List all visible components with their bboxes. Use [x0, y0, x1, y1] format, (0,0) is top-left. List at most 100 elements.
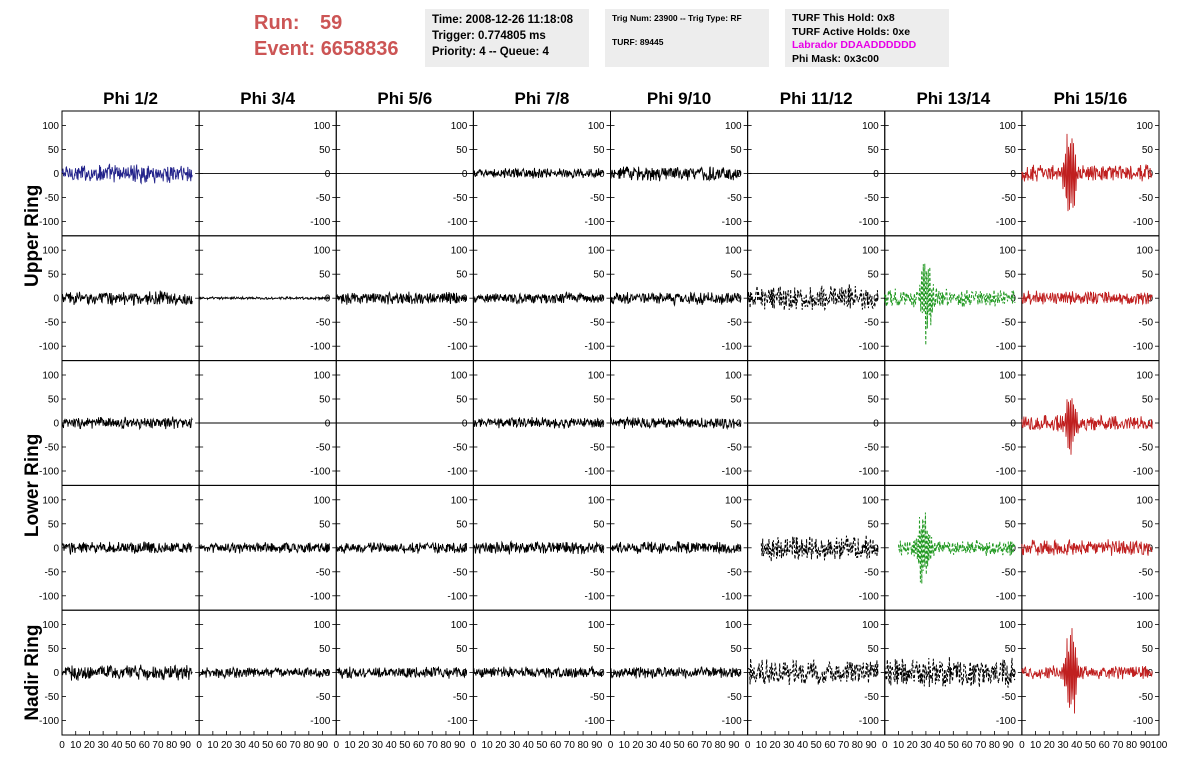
- y-tick-label: 50: [731, 145, 743, 156]
- x-tick-label: 40: [797, 740, 809, 751]
- waveform-line: [199, 542, 330, 554]
- y-tick-label: 50: [1142, 644, 1154, 655]
- y-tick-label: -50: [316, 567, 331, 578]
- y-tick-label: 50: [1005, 395, 1017, 406]
- y-tick-label: 100: [862, 371, 879, 382]
- waveform-line: [61, 290, 193, 307]
- y-tick-label: -50: [727, 443, 742, 454]
- y-tick-label: 0: [736, 294, 742, 305]
- x-tick-label: 40: [523, 740, 535, 751]
- y-tick-label: -100: [1133, 342, 1153, 353]
- y-tick-label: 100: [862, 246, 879, 257]
- y-tick-label: -50: [1001, 692, 1016, 703]
- y-tick-label: 0: [873, 169, 879, 180]
- x-tick-label: 60: [1099, 740, 1111, 751]
- y-tick-label: 100: [314, 371, 331, 382]
- y-tick-label: -100: [859, 591, 879, 602]
- y-tick-label: 50: [48, 644, 60, 655]
- waveform-line: [610, 416, 742, 431]
- x-tick-label: 40: [660, 740, 672, 751]
- waveform-line: [198, 665, 330, 680]
- y-tick-label: -100: [859, 467, 879, 478]
- x-tick-label: 70: [975, 740, 987, 751]
- y-tick-label: 0: [462, 419, 468, 430]
- waveform-line: [884, 263, 1016, 346]
- waveform-line: [472, 539, 605, 555]
- y-tick-label: 50: [1142, 519, 1154, 530]
- x-tick-label: 60: [139, 740, 151, 751]
- y-tick-label: -100: [1133, 591, 1153, 602]
- x-tick-label: 50: [1085, 740, 1097, 751]
- y-tick-label: -100: [39, 342, 59, 353]
- x-tick-label: 90: [454, 740, 466, 751]
- x-tick-label: 70: [152, 740, 164, 751]
- y-tick-label: 100: [588, 495, 605, 506]
- x-tick-label: 20: [1044, 740, 1056, 751]
- phi-mask-line: Phi Mask: 0x3c00: [792, 52, 879, 65]
- y-tick-label: -100: [722, 217, 742, 228]
- y-tick-label: -50: [727, 692, 742, 703]
- y-tick-label: 50: [456, 270, 468, 281]
- y-tick-label: -50: [864, 193, 879, 204]
- x-tick-label: 30: [235, 740, 247, 751]
- x-tick-label: 70: [427, 740, 439, 751]
- y-tick-label: 50: [731, 395, 743, 406]
- y-tick-label: 50: [1005, 145, 1017, 156]
- y-tick-label: -50: [864, 692, 879, 703]
- y-tick-label: 0: [53, 419, 59, 430]
- x-tick-label: 10: [893, 740, 905, 751]
- y-tick-label: 100: [314, 121, 331, 132]
- waveform-line: [198, 295, 330, 301]
- y-tick-label: -100: [722, 342, 742, 353]
- labrador-line: Labrador DDAADDDDDD: [792, 39, 917, 51]
- y-tick-label: -100: [447, 716, 467, 727]
- x-tick-label: 50: [536, 740, 548, 751]
- y-tick-label: 50: [48, 395, 60, 406]
- y-tick-label: 50: [731, 644, 743, 655]
- y-tick-label: 100: [999, 371, 1016, 382]
- x-tick-label: 70: [1112, 740, 1124, 751]
- y-tick-label: 100: [1136, 121, 1153, 132]
- y-tick-label: -50: [1139, 692, 1154, 703]
- time-line: Time: 2008-12-26 11:18:08: [432, 14, 574, 26]
- x-tick-label: 10: [756, 740, 768, 751]
- y-tick-label: 100: [862, 620, 879, 631]
- y-tick-label: -50: [45, 318, 60, 329]
- y-tick-label: -100: [39, 591, 59, 602]
- ring-label: Upper Ring: [22, 185, 43, 287]
- y-tick-label: -100: [447, 342, 467, 353]
- y-tick-label: -100: [39, 467, 59, 478]
- x-tick-label: 0: [59, 740, 65, 751]
- waveform-line: [335, 541, 467, 555]
- y-tick-label: -100: [39, 716, 59, 727]
- turf-info-box: TURF This Hold: 0x8 TURF Active Holds: 0…: [785, 9, 949, 67]
- x-tick-label: 90: [1003, 740, 1015, 751]
- y-tick-label: 0: [53, 543, 59, 554]
- y-tick-label: -50: [590, 443, 605, 454]
- waveform-line: [1021, 539, 1153, 556]
- y-tick-label: -50: [1139, 567, 1154, 578]
- x-tick-label: 10: [1030, 740, 1042, 751]
- y-tick-label: 50: [456, 519, 468, 530]
- y-tick-label: 100: [588, 246, 605, 257]
- y-tick-label: 0: [325, 169, 331, 180]
- waveform-line: [760, 534, 879, 562]
- y-tick-label: -50: [590, 318, 605, 329]
- y-tick-label: 50: [319, 644, 331, 655]
- x-tick-label: 90: [317, 740, 329, 751]
- y-tick-label: 0: [1010, 169, 1016, 180]
- y-tick-label: 100: [42, 371, 59, 382]
- y-tick-label: -100: [584, 342, 604, 353]
- x-tick-label: 30: [920, 740, 932, 751]
- y-tick-label: -50: [590, 193, 605, 204]
- event-value: 6658836: [320, 38, 399, 60]
- y-tick-label: 100: [1136, 495, 1153, 506]
- y-tick-label: -50: [590, 692, 605, 703]
- turf-this-hold-line: TURF This Hold: 0x8: [792, 12, 895, 24]
- y-tick-label: -50: [453, 193, 468, 204]
- x-tick-label: 80: [578, 740, 590, 751]
- trig-num-line: Trig Num: 23900 -- Trig Type: RF: [612, 13, 742, 23]
- y-tick-label: -50: [864, 318, 879, 329]
- x-tick-label: 40: [934, 740, 946, 751]
- waveform-line: [610, 540, 742, 555]
